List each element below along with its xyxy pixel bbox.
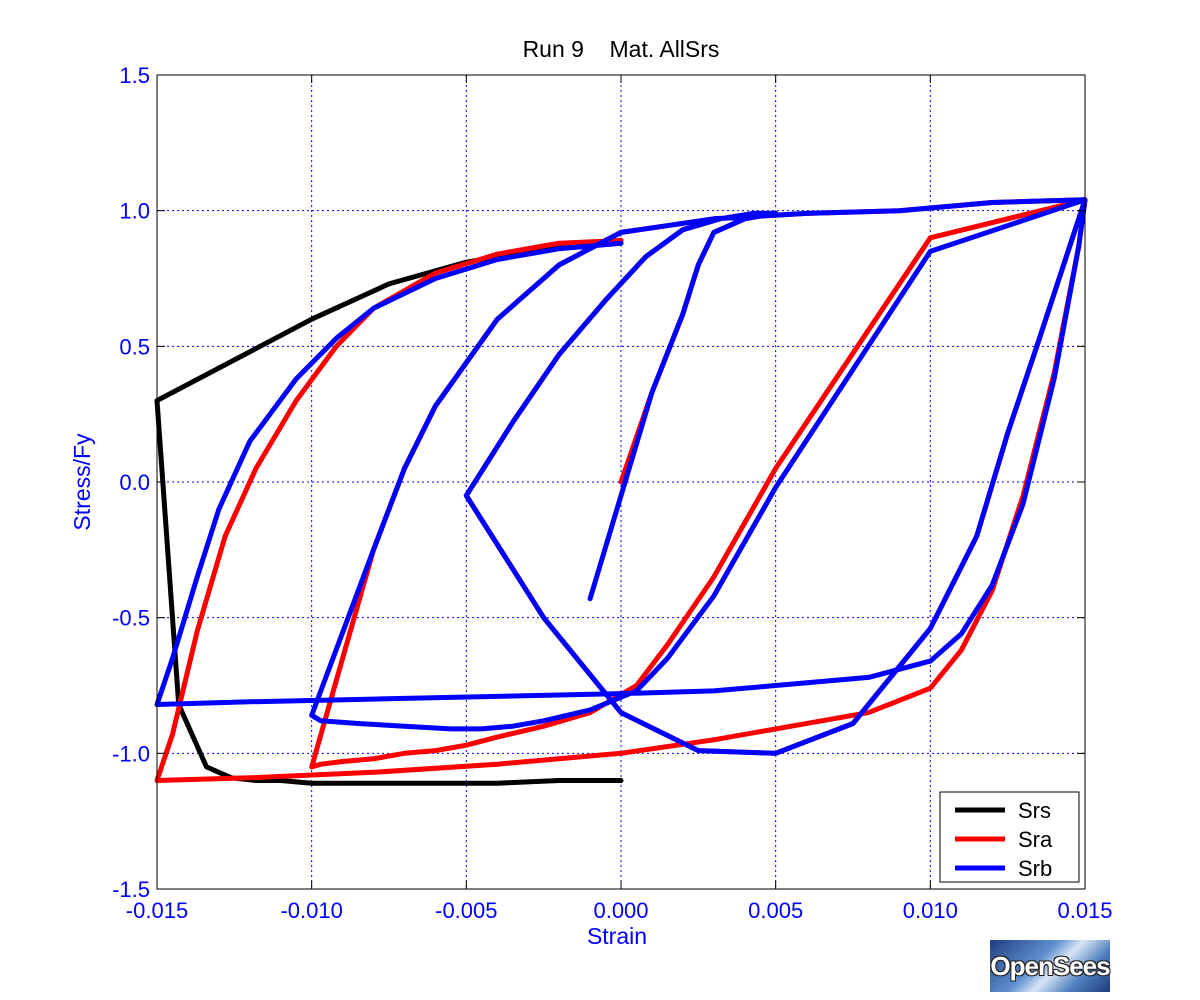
y-tick-label: 0.0 — [119, 470, 150, 495]
y-tick-label: 0.5 — [119, 334, 150, 359]
legend-label-srs: Srs — [1018, 798, 1051, 823]
y-tick-label: 1.5 — [119, 63, 150, 88]
y-tick-label: -0.5 — [112, 606, 150, 631]
opensees-logo: OpenSees — [990, 940, 1111, 992]
x-tick-label: 0.005 — [748, 898, 803, 923]
logo-text: OpenSees — [990, 950, 1110, 981]
tick-marks — [156, 74, 1086, 890]
y-tick-label: 1.0 — [119, 199, 150, 224]
x-tick-label: 0.015 — [1057, 898, 1112, 923]
x-tick-label: -0.015 — [126, 898, 188, 923]
x-axis-label: Strain — [587, 923, 647, 949]
x-tick-label: -0.005 — [435, 898, 497, 923]
x-tick-labels: -0.015 -0.010 -0.005 0.000 0.005 0.010 0.015 — [126, 898, 1113, 923]
y-tick-label: -1.0 — [112, 741, 150, 766]
x-tick-label: -0.010 — [280, 898, 342, 923]
legend: Srs Sra Srb — [939, 791, 1080, 883]
y-tick-labels: -1.5 -1.0 -0.5 0.0 0.5 1.0 1.5 — [112, 63, 150, 902]
series-layer — [154, 197, 1088, 786]
x-tick-label: 0.000 — [593, 898, 648, 923]
chart-title: Run 9 Mat. AllSrs — [523, 36, 720, 62]
y-axis-label: Stress/Fy — [69, 433, 95, 531]
x-tick-label: 0.010 — [903, 898, 958, 923]
legend-label-sra: Sra — [1018, 827, 1053, 852]
series-srb-line — [154, 197, 1088, 756]
legend-label-srb: Srb — [1018, 856, 1052, 881]
y-tick-label: -1.5 — [112, 877, 150, 902]
